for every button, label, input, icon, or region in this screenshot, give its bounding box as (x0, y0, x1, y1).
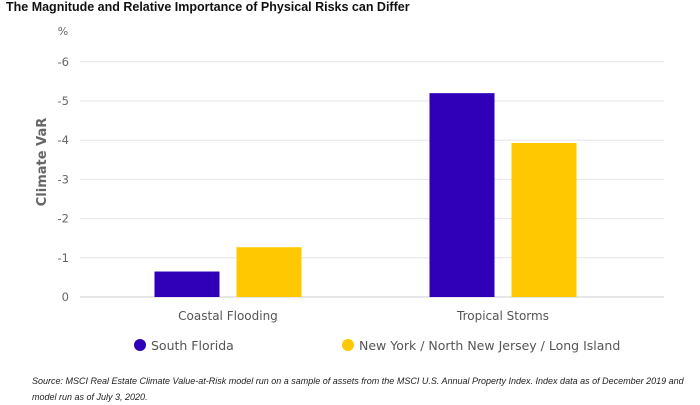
y-axis-label: Climate VaR (35, 118, 50, 206)
y-tick-label: -5 (58, 94, 69, 108)
chart-title: The Magnitude and Relative Importance of… (6, 0, 410, 14)
bars (154, 93, 577, 297)
legend: South Florida New York / North New Jersey… (134, 338, 620, 353)
bar-coastal-flooding-series-2 (236, 247, 302, 297)
bar-chart: 0 -1 -2 -3 -4 -5 -6 % Climate VaR Coastal Floo… (35, 25, 664, 353)
y-axis-ticks: 0 -1 -2 -3 -4 -5 -6 (58, 55, 69, 304)
bar-coastal-flooding-series-1 (154, 271, 220, 297)
y-tick-label: 0 (62, 290, 69, 304)
y-tick-label: -2 (58, 212, 69, 226)
bar-tropical-storms-series-2 (511, 142, 577, 297)
y-tick-label: -3 (58, 172, 69, 186)
y-tick-label: -6 (58, 55, 69, 69)
y-tick-label: -4 (58, 133, 69, 147)
legend-marker (134, 339, 146, 351)
x-axis-categories: Coastal Flooding Tropical Storms (178, 309, 549, 323)
legend-marker (342, 339, 354, 351)
x-category-label: Tropical Storms (456, 309, 549, 323)
legend-label: New York / North New Jersey / Long Islan… (359, 338, 620, 353)
source-note: Source: MSCI Real Estate Climate Value-a… (32, 376, 684, 402)
legend-label: South Florida (151, 338, 234, 353)
y-tick-label: -1 (58, 251, 69, 265)
x-category-label: Coastal Flooding (178, 309, 278, 323)
bar-tropical-storms-series-1 (429, 93, 495, 297)
y-axis-unit: % (58, 25, 68, 38)
